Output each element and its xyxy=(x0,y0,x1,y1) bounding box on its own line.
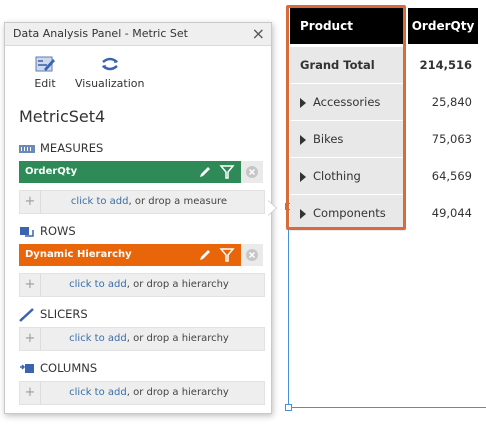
edit-button[interactable]: Edit xyxy=(33,54,57,90)
columns-drop-zone[interactable]: + click to add, or drop a hierarchy xyxy=(19,381,265,405)
rows-section-label: ROWS xyxy=(19,224,76,238)
row-components[interactable]: Components xyxy=(290,195,406,231)
click-to-add-row-link[interactable]: click to add xyxy=(69,279,127,290)
edit-icon xyxy=(35,56,55,72)
remove-measure-button[interactable] xyxy=(241,161,263,183)
columns-icon xyxy=(20,363,34,373)
row-value: 75,063 xyxy=(431,132,472,146)
metric-set-name: MetricSet4 xyxy=(19,107,106,126)
pencil-icon[interactable] xyxy=(197,247,213,263)
category-column-highlight xyxy=(286,5,406,230)
measure-item-orderqty[interactable]: OrderQty xyxy=(19,161,263,183)
data-analysis-panel: Data Analysis Panel - Metric Set × Edit … xyxy=(4,22,272,414)
click-to-add-slicer-link[interactable]: click to add xyxy=(69,333,127,344)
drop-slicer-hint: , or drop a hierarchy xyxy=(126,333,229,344)
drop-row-hint: , or drop a hierarchy xyxy=(126,279,229,290)
add-column-icon[interactable]: + xyxy=(20,382,41,404)
panel-toolbar: Edit Visualization xyxy=(5,46,271,94)
measures-icon xyxy=(19,144,35,153)
grand-total-value: 214,516 xyxy=(419,58,472,72)
rows-icon xyxy=(20,226,34,237)
row-value: 49,044 xyxy=(431,206,472,220)
measures-section-label: MEASURES xyxy=(19,141,103,155)
slicers-label: SLICERS xyxy=(40,307,88,321)
row-separator xyxy=(290,83,406,84)
add-measure-icon[interactable]: + xyxy=(20,191,41,213)
row-label: Clothing xyxy=(313,169,361,183)
rows-drop-zone[interactable]: + click to add, or drop a hierarchy xyxy=(19,273,265,297)
row-separator xyxy=(290,157,406,158)
row-label: Accessories xyxy=(313,95,381,109)
row-accessories[interactable]: Accessories xyxy=(290,84,406,120)
row-bikes[interactable]: Bikes xyxy=(290,121,406,157)
row-label: Components xyxy=(313,206,386,220)
add-slicer-icon[interactable]: + xyxy=(20,328,41,350)
add-row-icon[interactable]: + xyxy=(20,274,41,296)
panel-header: Data Analysis Panel - Metric Set × xyxy=(5,23,271,46)
drop-column-hint: , or drop a hierarchy xyxy=(126,387,229,398)
row-item-label: Dynamic Hierarchy xyxy=(25,249,132,260)
header-orderqty[interactable]: OrderQty xyxy=(408,8,478,44)
expand-arrow-icon[interactable] xyxy=(300,208,306,219)
row-label: Bikes xyxy=(313,132,344,146)
expand-arrow-icon[interactable] xyxy=(300,97,306,108)
remove-icon xyxy=(246,249,258,261)
grand-total-label: Grand Total xyxy=(290,47,406,83)
expand-arrow-icon[interactable] xyxy=(300,134,306,145)
row-separator xyxy=(290,120,406,121)
remove-row-button[interactable] xyxy=(241,244,263,266)
expand-arrow-icon[interactable] xyxy=(300,171,306,182)
close-icon[interactable]: × xyxy=(251,24,265,43)
pencil-icon[interactable] xyxy=(197,164,213,180)
visualization-button[interactable]: Visualization xyxy=(75,54,144,90)
resize-handle-bottom-left[interactable] xyxy=(285,404,292,411)
filter-icon[interactable] xyxy=(219,247,235,263)
row-clothing[interactable]: Clothing xyxy=(290,158,406,194)
panel-title: Data Analysis Panel - Metric Set xyxy=(13,27,188,40)
filter-icon[interactable] xyxy=(219,164,235,180)
slicers-section-label: SLICERS xyxy=(19,307,88,322)
measures-label: MEASURES xyxy=(40,141,104,155)
visualization-label: Visualization xyxy=(75,77,145,90)
columns-label: COLUMNS xyxy=(40,361,98,375)
edit-label: Edit xyxy=(34,77,56,90)
measures-drop-zone[interactable]: + click to add, or drop a measure xyxy=(19,190,265,214)
visualization-icon xyxy=(101,57,118,71)
measure-item-label: OrderQty xyxy=(25,166,78,177)
click-to-add-column-link[interactable]: click to add xyxy=(69,387,127,398)
remove-icon xyxy=(246,166,258,178)
rows-label: ROWS xyxy=(40,224,76,238)
drop-measure-hint: , or drop a measure xyxy=(128,196,228,207)
slicers-icon xyxy=(19,307,34,322)
columns-section-label: COLUMNS xyxy=(19,361,97,375)
panel-pointer-inner xyxy=(268,201,276,215)
selection-frame-bottom xyxy=(288,407,486,408)
slicers-drop-zone[interactable]: + click to add, or drop a hierarchy xyxy=(19,327,265,351)
row-item-dynamic-hierarchy[interactable]: Dynamic Hierarchy xyxy=(19,244,263,266)
row-value: 25,840 xyxy=(431,95,472,109)
click-to-add-measure-link[interactable]: click to add xyxy=(70,196,129,207)
row-value: 64,569 xyxy=(431,169,472,183)
row-separator xyxy=(290,194,406,195)
